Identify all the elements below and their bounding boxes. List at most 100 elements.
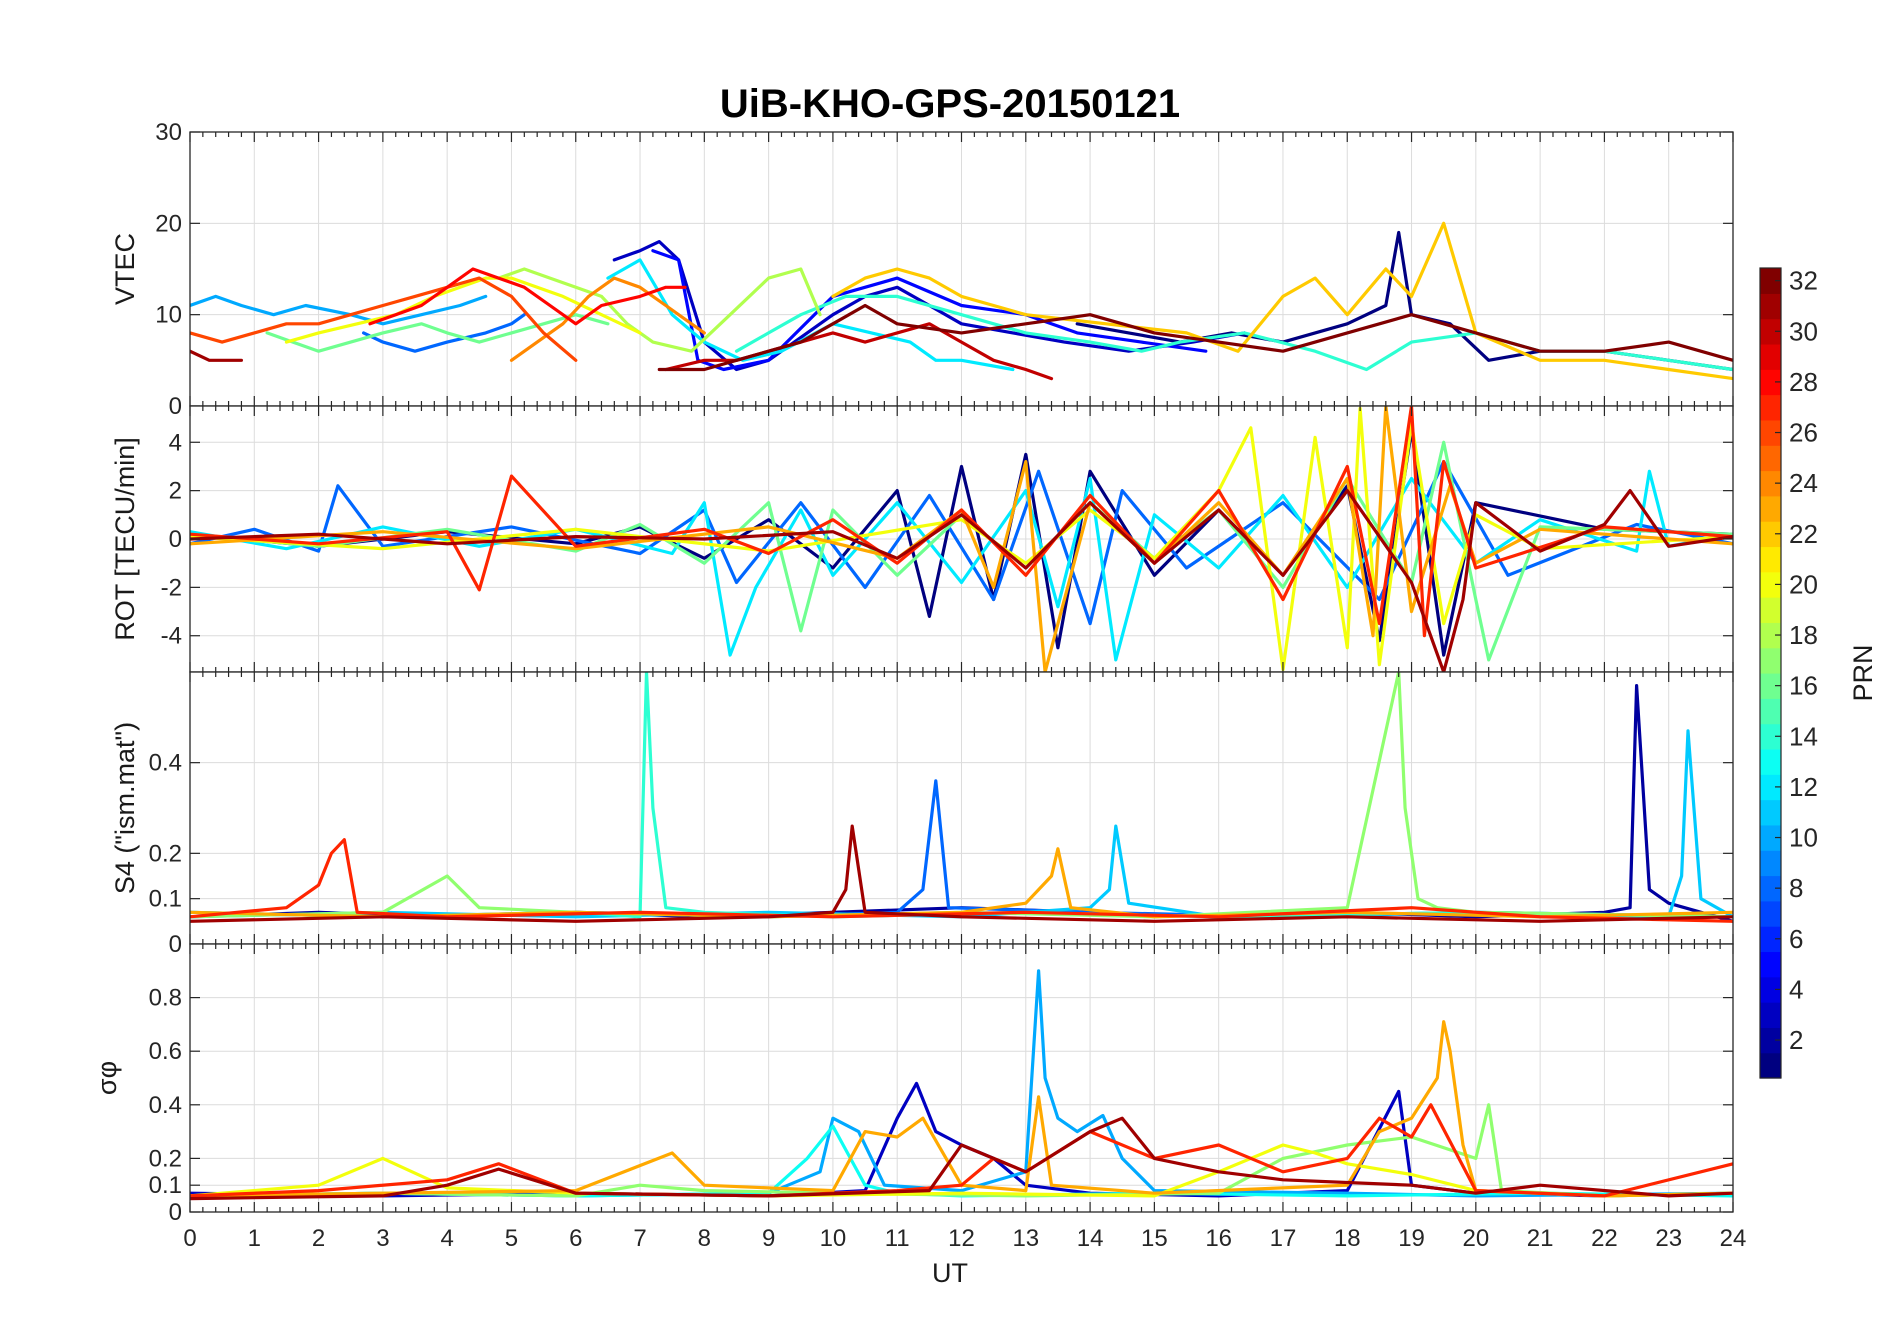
y-axis-label: ROT [TECU/min]: [110, 437, 140, 641]
colorbar-step: [1760, 875, 1781, 902]
x-tick-label: 20: [1462, 1225, 1489, 1252]
x-tick-label: 14: [1077, 1225, 1104, 1252]
y-tick-label: 0: [169, 393, 182, 420]
colorbar-step: [1760, 647, 1781, 674]
y-tick-label: 0.1: [149, 1172, 182, 1199]
colorbar-tick-label: 12: [1789, 772, 1818, 802]
x-tick-label: 22: [1591, 1225, 1618, 1252]
y-tick-label: 2: [169, 478, 182, 505]
x-tick-label: 10: [820, 1225, 847, 1252]
series-prn-20: [190, 1143, 1733, 1198]
y-tick-label: 0.2: [149, 840, 182, 867]
panel-rot: -4 -2 0 2 4 ROT [TECU/min]: [110, 405, 1734, 673]
colorbar-frame: [1759, 267, 1782, 1079]
series-prn-16: [265, 313, 610, 353]
series-prn-27: [190, 838, 1733, 923]
colorbar-tick-label: 16: [1789, 671, 1818, 701]
colorbar-step: [1760, 318, 1781, 345]
panel-data: [190, 969, 1733, 1201]
x-tick-label: 19: [1398, 1225, 1425, 1252]
y-tick-label: 20: [155, 210, 182, 237]
series-prn-31: [190, 489, 1733, 672]
y-axis-label: σφ: [92, 1061, 122, 1095]
x-tick-labels: 0 1 2 3 4 5 6 7 8 9 10 11 12 13 14 15 16 17 18 19 20 21 22 23 24: [183, 1225, 1746, 1252]
y-tick-label: 0: [169, 931, 182, 958]
colorbar-tick-label: 2: [1789, 1025, 1803, 1055]
colorbar-step: [1760, 900, 1781, 927]
series-prn-32: [657, 303, 1733, 372]
colorbar-tick-label: 22: [1789, 519, 1818, 549]
x-tick-label: 6: [569, 1225, 582, 1252]
x-tick-label: 5: [505, 1225, 518, 1252]
series-prn-31: [190, 349, 243, 362]
colorbar-step: [1760, 293, 1781, 320]
series-prn-28: [368, 267, 687, 326]
y-tick-label: 0.1: [149, 886, 182, 913]
panel-vtec: 0 10 20 30 VTEC: [110, 119, 1734, 420]
panel-data: [190, 406, 1733, 672]
panel-x-ticks: [189, 132, 1734, 406]
colorbar-tick-label: 10: [1789, 823, 1818, 853]
y-tick-label: 30: [155, 119, 182, 146]
colorbar-step: [1760, 951, 1781, 978]
y-tick-label: 0: [169, 1199, 182, 1226]
colorbar-tick-label: 30: [1789, 316, 1818, 346]
y-tick-label: 0: [169, 526, 182, 553]
y-tick-label: -4: [161, 623, 182, 650]
series-prn-24: [509, 276, 706, 362]
colorbar-step: [1760, 824, 1781, 851]
colorbar-step: [1760, 723, 1781, 750]
y-tick-label: 4: [169, 429, 182, 456]
colorbar-step: [1760, 495, 1781, 522]
x-tick-label: 17: [1270, 1225, 1297, 1252]
colorbar-tick-label: 32: [1789, 266, 1818, 296]
colorbar-tick-label: 20: [1789, 569, 1818, 599]
y-tick-label: 0.6: [149, 1038, 182, 1065]
x-tick-label: 23: [1655, 1225, 1682, 1252]
colorbar-tick-label: 24: [1789, 468, 1818, 498]
chart-title: UiB-KHO-GPS-20150121: [720, 82, 1180, 126]
x-tick-label: 4: [440, 1225, 453, 1252]
panel-data: [190, 221, 1733, 381]
colorbar-step: [1760, 268, 1781, 294]
y-tick-label: -2: [161, 574, 182, 601]
colorbar-step: [1760, 799, 1781, 826]
colorbar-step: [1760, 850, 1781, 877]
y-axis-label: VTEC: [110, 233, 140, 305]
colorbar-step: [1760, 1002, 1781, 1028]
colorbar-tick-label: 6: [1789, 924, 1803, 954]
series-prn-8: [362, 313, 526, 353]
colorbar-tick-label: 14: [1789, 721, 1818, 751]
series-prn-8: [190, 460, 1733, 626]
x-axis-label: UT: [932, 1258, 968, 1288]
series-prn-5: [651, 249, 1208, 372]
colorbar-tick-label: 4: [1789, 974, 1803, 1004]
y-tick-label: 0.2: [149, 1145, 182, 1172]
colorbar-step: [1760, 622, 1781, 649]
x-tick-label: 2: [312, 1225, 325, 1252]
colorbar-step: [1760, 470, 1781, 497]
colorbar-step: [1760, 343, 1781, 370]
colorbar-tick-label: 18: [1789, 620, 1818, 650]
x-tick-label: 8: [698, 1225, 711, 1252]
colorbar-step: [1760, 926, 1781, 953]
series-prn-26: [190, 276, 578, 362]
colorbar-step: [1760, 445, 1781, 472]
colorbar-step: [1760, 394, 1781, 421]
x-tick-label: 16: [1205, 1225, 1232, 1252]
colorbar-tick-label: 26: [1789, 418, 1818, 448]
colorbar-tick-label: 28: [1789, 367, 1818, 397]
panel-data: [190, 672, 1733, 923]
colorbar-label: PRN: [1848, 644, 1878, 701]
colorbar-step: [1760, 748, 1781, 775]
colorbar-step: [1760, 1052, 1781, 1079]
x-tick-label: 1: [248, 1225, 261, 1252]
colorbar-step: [1760, 521, 1781, 548]
x-tick-label: 13: [1012, 1225, 1039, 1252]
y-tick-label: 10: [155, 302, 182, 329]
panel-x-ticks: [189, 672, 1734, 944]
y-tick-label: 0.4: [149, 750, 182, 777]
colorbar-step: [1760, 546, 1781, 573]
